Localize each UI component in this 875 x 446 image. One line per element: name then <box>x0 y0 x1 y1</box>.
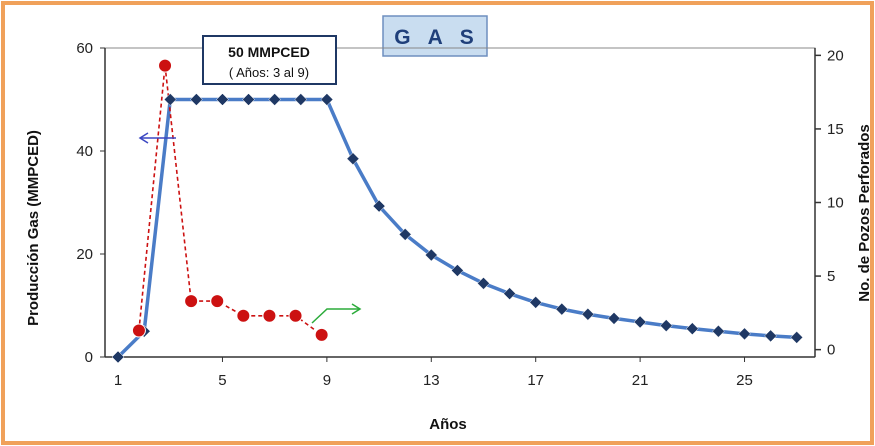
gas-production-point <box>163 93 177 106</box>
gas-production-point <box>712 324 725 338</box>
gas-production-point <box>111 350 125 364</box>
left-y-tick-label: 0 <box>85 349 93 366</box>
right-y-tick-label: 0 <box>827 342 835 359</box>
wells-drilled-point <box>288 308 303 323</box>
left-y-axis-title: Producción Gas (MMPCED) <box>25 130 42 326</box>
wells-drilled-point <box>314 327 329 342</box>
right-y-tick-label: 20 <box>827 47 844 64</box>
x-tick-label: 1 <box>114 372 122 389</box>
gas-production-point <box>529 296 543 309</box>
right-y-tick-label: 5 <box>827 268 835 285</box>
gas-production-point <box>242 93 255 106</box>
gas-production-point <box>268 93 282 106</box>
right-y-axis-title: No. de Pozos Perforados <box>856 124 873 302</box>
left-axis-arrow-icon <box>138 132 176 144</box>
x-tick-label: 25 <box>736 372 753 389</box>
gas-production-point <box>633 315 647 329</box>
annotation-line-1: 50 MMPCED <box>228 44 310 60</box>
gas-production-point <box>424 248 438 262</box>
left-y-tick-label: 20 <box>76 246 93 263</box>
gas-production-point <box>685 322 699 336</box>
right-axis-arrow-icon <box>311 303 362 324</box>
gas-production-point <box>320 93 334 106</box>
wells-drilled-point <box>184 294 199 309</box>
gas-production-point <box>477 277 490 290</box>
chart-title: G A S <box>394 26 480 49</box>
x-tick-label: 5 <box>218 372 226 389</box>
gas-production-point <box>503 287 516 301</box>
gas-production-point <box>294 93 308 106</box>
gas-production-point <box>216 93 229 106</box>
gas-production-point <box>346 152 360 166</box>
gas-production-point <box>451 264 464 277</box>
left-y-tick-label: 60 <box>76 40 93 57</box>
gas-production-point <box>738 327 751 341</box>
annotation-box <box>202 35 337 85</box>
gas-production-point <box>790 331 804 344</box>
legend-box <box>382 15 488 57</box>
wells-drilled-point <box>158 58 173 73</box>
x-tick-label: 21 <box>632 372 649 389</box>
gas-production-point <box>764 329 777 343</box>
wells-drilled-point <box>210 294 225 309</box>
gas-production-point <box>372 199 386 213</box>
gas-production-point <box>190 93 203 106</box>
left-y-tick-label: 40 <box>76 143 93 160</box>
right-y-tick-label: 15 <box>827 121 844 138</box>
x-tick-label: 13 <box>423 372 440 389</box>
x-axis-title: Años <box>429 416 467 433</box>
x-tick-label: 9 <box>323 372 331 389</box>
gas-production-point <box>581 307 595 321</box>
wells-drilled-point <box>131 323 146 338</box>
right-y-tick-label: 10 <box>827 195 844 212</box>
gas-production-point <box>555 302 569 316</box>
wells-drilled-point <box>236 308 251 323</box>
wells-drilled-point <box>262 308 277 323</box>
gas-production-point <box>398 228 412 241</box>
gas-production-point <box>659 319 673 332</box>
annotation-line-2: ( Años: 3 al 9) <box>229 65 309 80</box>
gas-production-point <box>607 312 621 325</box>
x-tick-label: 17 <box>527 372 544 389</box>
